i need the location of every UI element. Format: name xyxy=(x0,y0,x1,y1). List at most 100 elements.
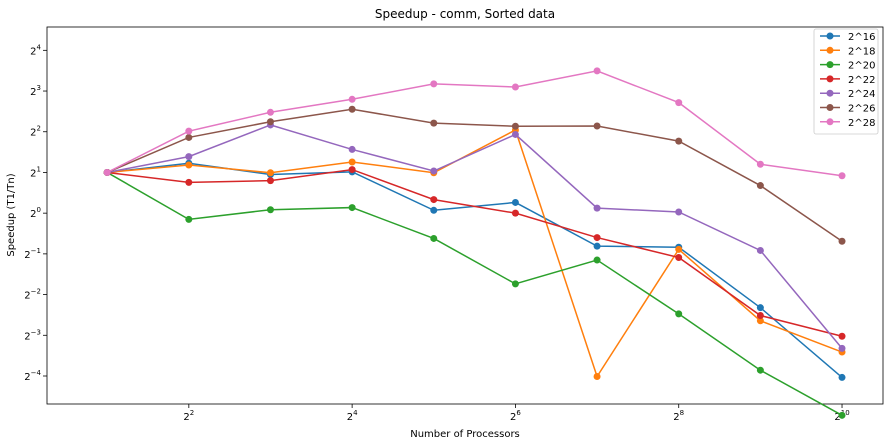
data-point xyxy=(593,122,601,130)
data-point xyxy=(348,95,356,103)
data-point xyxy=(756,246,764,254)
x-tick-label: 28 xyxy=(673,409,684,423)
series-line xyxy=(107,128,843,379)
data-point xyxy=(756,304,764,312)
data-point xyxy=(838,373,846,381)
data-point xyxy=(266,169,274,177)
x-tick-label: 210 xyxy=(834,409,849,423)
series-2-16 xyxy=(103,159,846,381)
data-point xyxy=(185,153,193,161)
x-axis: 22 24 26 28 210 xyxy=(183,404,850,423)
legend-marker xyxy=(826,89,834,97)
data-point xyxy=(511,209,519,217)
legend-marker xyxy=(826,118,834,126)
data-point xyxy=(185,133,193,141)
series-line xyxy=(107,124,843,349)
data-point xyxy=(756,182,764,190)
data-point xyxy=(593,67,601,75)
y-tick-label: 2−1 xyxy=(24,247,41,261)
data-point xyxy=(838,411,846,419)
data-point xyxy=(103,168,111,176)
data-point xyxy=(430,206,438,214)
data-point xyxy=(511,130,519,138)
series-line xyxy=(106,171,843,416)
y-axis-label: Speedup (T1/Tn) xyxy=(6,173,17,256)
y-tick-label: 2−3 xyxy=(24,328,41,342)
data-point xyxy=(185,127,193,135)
data-point xyxy=(838,332,846,340)
series-line xyxy=(106,108,843,242)
series-line xyxy=(107,168,843,337)
data-point xyxy=(675,99,683,107)
data-point xyxy=(511,83,519,91)
legend-marker xyxy=(826,104,834,111)
data-point xyxy=(593,242,601,250)
y-tick-label: 2−4 xyxy=(24,369,41,383)
data-point xyxy=(838,344,846,352)
data-point xyxy=(430,80,438,88)
y-tick-label: 20 xyxy=(30,206,41,220)
data-point xyxy=(348,105,356,113)
legend-label: 2^24 xyxy=(848,89,875,100)
data-point xyxy=(430,119,438,127)
data-point xyxy=(593,204,601,212)
legend-item: 2^24 xyxy=(820,89,875,100)
legend-label: 2^20 xyxy=(848,61,875,72)
legend-item: 2^18 xyxy=(820,46,875,57)
data-point xyxy=(756,312,764,320)
data-point xyxy=(675,208,683,216)
y-axis: 24 23 22 21 20 2−1 2−2 2−3 2−4 xyxy=(24,43,47,383)
data-point xyxy=(430,234,438,242)
chart-title: Speedup - comm, Sorted data xyxy=(375,7,555,21)
series-layer xyxy=(103,67,846,419)
data-point xyxy=(266,108,274,116)
data-point xyxy=(675,245,683,253)
legend-item: 2^16 xyxy=(820,32,875,43)
series-2-26 xyxy=(103,105,846,245)
y-tick-label: 23 xyxy=(30,84,41,98)
data-point xyxy=(756,160,764,168)
x-tick-label: 24 xyxy=(347,409,358,423)
legend-marker xyxy=(826,75,834,83)
data-point xyxy=(266,177,274,185)
data-point xyxy=(593,256,601,264)
x-tick-label: 26 xyxy=(510,409,521,423)
series-2-18 xyxy=(103,126,846,380)
data-point xyxy=(185,178,193,186)
plot-area xyxy=(46,26,884,405)
data-point xyxy=(511,122,519,130)
legend-label: 2^16 xyxy=(848,32,875,43)
y-tick-label: 21 xyxy=(30,165,41,179)
data-point xyxy=(675,254,683,262)
series-line xyxy=(107,162,843,378)
data-point xyxy=(511,280,519,288)
legend-item: 2^28 xyxy=(820,118,875,129)
y-tick-label: 2−2 xyxy=(24,288,41,302)
y-tick-label: 24 xyxy=(30,43,41,57)
legend-label: 2^18 xyxy=(848,46,875,57)
series-2-24 xyxy=(103,121,846,352)
y-tick-label: 22 xyxy=(30,125,41,139)
data-point xyxy=(348,158,356,166)
data-point xyxy=(266,206,274,214)
data-point xyxy=(593,372,601,380)
legend-marker xyxy=(826,32,834,40)
data-point xyxy=(185,215,193,223)
data-point xyxy=(756,317,764,325)
data-point xyxy=(266,118,274,126)
data-point xyxy=(430,167,438,175)
data-point xyxy=(593,234,601,242)
legend-label: 2^22 xyxy=(848,75,875,86)
data-point xyxy=(511,198,519,206)
x-tick-label: 22 xyxy=(183,409,194,423)
legend-label: 2^26 xyxy=(848,104,875,115)
data-point xyxy=(430,196,438,204)
x-axis-label: Number of Processors xyxy=(410,429,520,440)
legend-marker xyxy=(826,61,834,69)
legend: 2^16 2^18 2^20 2^22 2^24 2^26 2^28 xyxy=(813,28,879,135)
data-point xyxy=(756,366,764,374)
data-point xyxy=(348,166,356,174)
data-point xyxy=(675,137,683,145)
data-point xyxy=(185,161,193,169)
legend-item: 2^22 xyxy=(820,75,875,86)
